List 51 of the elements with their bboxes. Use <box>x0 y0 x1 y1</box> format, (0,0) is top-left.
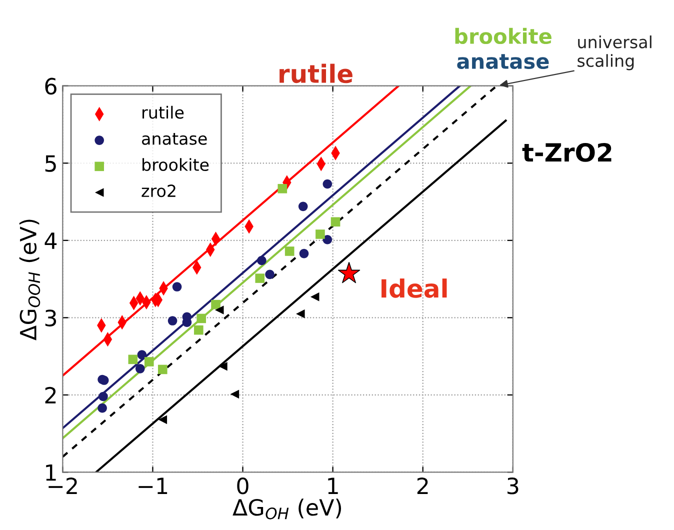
x-tick-label: −1 <box>138 478 168 494</box>
annotation: rutile <box>280 64 352 84</box>
x-tick-label: 0 <box>237 477 248 494</box>
y-tick-label: 5 <box>45 155 56 172</box>
point <box>298 202 308 212</box>
point <box>299 248 309 258</box>
point <box>158 415 168 424</box>
x-tick-label: 1 <box>328 478 338 494</box>
point <box>135 364 145 374</box>
point <box>278 184 288 194</box>
point <box>322 234 332 244</box>
legend-label: zro2 <box>142 184 176 198</box>
point <box>144 357 154 366</box>
annotation: universal scaling <box>578 35 652 70</box>
point <box>172 282 182 292</box>
x-tick-label: 2 <box>417 477 428 494</box>
point <box>168 316 178 326</box>
y-tick-label: 6 <box>45 78 56 95</box>
point <box>284 246 294 256</box>
point <box>137 350 147 360</box>
y-axis-title: ΔG$_{OOH}$ (eV) <box>19 220 40 340</box>
point <box>257 256 266 266</box>
x-axis-title: ΔG$_{OH}$ (eV) <box>232 498 342 520</box>
point <box>211 300 220 310</box>
text: brookite <box>455 28 552 44</box>
y-tick-label: 4 <box>44 232 57 249</box>
y-tick-label: 3 <box>45 310 56 326</box>
text: anatase <box>457 54 549 70</box>
point <box>194 325 204 335</box>
legend-label: rutile <box>142 106 184 119</box>
legend-label: anatase <box>142 132 207 145</box>
point <box>98 403 107 413</box>
point <box>98 392 108 402</box>
point <box>255 274 265 283</box>
y-tick-label: 2 <box>45 386 56 404</box>
point <box>322 179 332 189</box>
point <box>196 314 206 324</box>
point <box>310 292 320 302</box>
point <box>128 354 138 364</box>
point <box>330 217 340 227</box>
annotation: Ideal <box>382 278 447 298</box>
point <box>230 390 240 399</box>
point <box>158 364 168 374</box>
annotation: t-ZrO2 <box>522 142 612 162</box>
point <box>214 306 224 314</box>
point <box>316 230 325 239</box>
point <box>296 309 305 318</box>
point <box>338 262 360 284</box>
legend-label: brookite <box>142 158 209 172</box>
x-tick-label: 3 <box>508 477 518 494</box>
point <box>265 270 274 280</box>
